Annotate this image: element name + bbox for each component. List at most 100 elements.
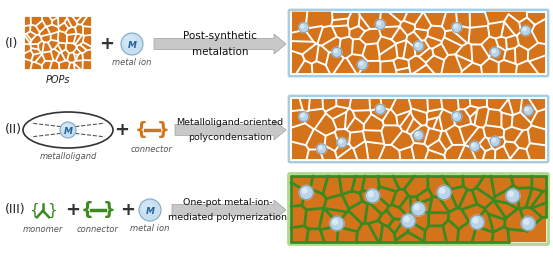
Circle shape xyxy=(437,186,451,199)
Circle shape xyxy=(520,25,531,37)
Circle shape xyxy=(377,106,381,110)
Circle shape xyxy=(525,107,529,111)
Circle shape xyxy=(523,219,530,225)
Circle shape xyxy=(451,111,463,123)
Circle shape xyxy=(415,43,420,47)
Polygon shape xyxy=(172,200,286,220)
Circle shape xyxy=(523,106,533,115)
Circle shape xyxy=(492,49,496,53)
Circle shape xyxy=(520,26,530,36)
Text: (II): (II) xyxy=(5,124,22,136)
Circle shape xyxy=(357,60,367,70)
Circle shape xyxy=(318,145,322,150)
Text: monomer: monomer xyxy=(23,225,63,234)
Circle shape xyxy=(451,21,463,34)
Circle shape xyxy=(317,144,327,154)
Text: connector: connector xyxy=(77,225,119,234)
Text: }: } xyxy=(156,121,169,139)
Circle shape xyxy=(414,204,420,211)
Circle shape xyxy=(415,132,420,136)
Circle shape xyxy=(332,47,342,57)
Circle shape xyxy=(508,191,514,197)
Text: +: + xyxy=(65,201,81,219)
Circle shape xyxy=(123,35,137,49)
Polygon shape xyxy=(154,34,286,54)
Circle shape xyxy=(490,136,500,146)
Circle shape xyxy=(298,184,314,200)
Circle shape xyxy=(411,202,425,216)
Bar xyxy=(291,176,546,242)
Circle shape xyxy=(374,18,386,30)
Circle shape xyxy=(489,135,501,147)
Circle shape xyxy=(505,188,521,204)
Text: (III): (III) xyxy=(5,204,25,216)
Circle shape xyxy=(331,46,343,58)
Text: +: + xyxy=(121,201,135,219)
Circle shape xyxy=(338,139,343,144)
Circle shape xyxy=(521,216,535,230)
Circle shape xyxy=(300,24,305,28)
Circle shape xyxy=(336,137,348,149)
Circle shape xyxy=(364,188,380,204)
Text: }: } xyxy=(47,202,56,217)
Circle shape xyxy=(332,219,338,225)
Text: +: + xyxy=(114,121,129,139)
Text: One-pot metal-ion-: One-pot metal-ion- xyxy=(183,198,273,207)
Circle shape xyxy=(337,138,347,148)
Circle shape xyxy=(298,111,310,123)
Circle shape xyxy=(436,184,452,200)
Circle shape xyxy=(139,199,161,221)
Circle shape xyxy=(470,215,484,229)
Circle shape xyxy=(452,112,462,122)
Text: M: M xyxy=(64,126,72,135)
Circle shape xyxy=(414,41,424,51)
Circle shape xyxy=(316,143,327,155)
Circle shape xyxy=(377,21,381,25)
Circle shape xyxy=(121,33,143,55)
Circle shape xyxy=(375,19,385,29)
Circle shape xyxy=(61,124,71,133)
Circle shape xyxy=(522,104,534,116)
Circle shape xyxy=(374,103,386,115)
Circle shape xyxy=(413,129,425,141)
Circle shape xyxy=(414,130,424,140)
Circle shape xyxy=(368,191,374,197)
Circle shape xyxy=(469,214,485,230)
Text: connector: connector xyxy=(131,145,173,154)
Text: {: { xyxy=(29,202,39,217)
Bar xyxy=(291,98,546,160)
Text: Post-synthetic: Post-synthetic xyxy=(183,31,257,41)
Circle shape xyxy=(375,104,385,114)
Bar xyxy=(291,12,546,74)
Circle shape xyxy=(401,214,415,228)
Circle shape xyxy=(301,188,307,194)
Circle shape xyxy=(522,27,526,31)
FancyBboxPatch shape xyxy=(289,173,549,245)
Circle shape xyxy=(413,40,425,52)
Bar xyxy=(24,16,92,70)
Text: Metalloligand-oriented: Metalloligand-oriented xyxy=(176,118,284,127)
Circle shape xyxy=(329,215,345,231)
Circle shape xyxy=(400,213,416,229)
Circle shape xyxy=(300,113,305,118)
Ellipse shape xyxy=(23,112,113,148)
Circle shape xyxy=(299,186,314,199)
Circle shape xyxy=(453,24,458,28)
Text: M: M xyxy=(145,206,154,215)
Text: {: { xyxy=(134,121,148,139)
Circle shape xyxy=(469,141,479,151)
FancyBboxPatch shape xyxy=(289,10,548,76)
Circle shape xyxy=(472,217,478,224)
Circle shape xyxy=(403,216,410,222)
Circle shape xyxy=(299,22,309,33)
Text: {: { xyxy=(81,201,93,219)
Circle shape xyxy=(489,46,501,58)
Text: +: + xyxy=(100,35,114,53)
Text: mediated polymerization: mediated polymerization xyxy=(169,213,288,222)
Circle shape xyxy=(439,188,445,194)
Text: }: } xyxy=(103,201,116,219)
Circle shape xyxy=(492,138,496,142)
FancyBboxPatch shape xyxy=(289,96,548,162)
Circle shape xyxy=(468,140,481,152)
Text: polycondensation: polycondensation xyxy=(188,133,272,142)
